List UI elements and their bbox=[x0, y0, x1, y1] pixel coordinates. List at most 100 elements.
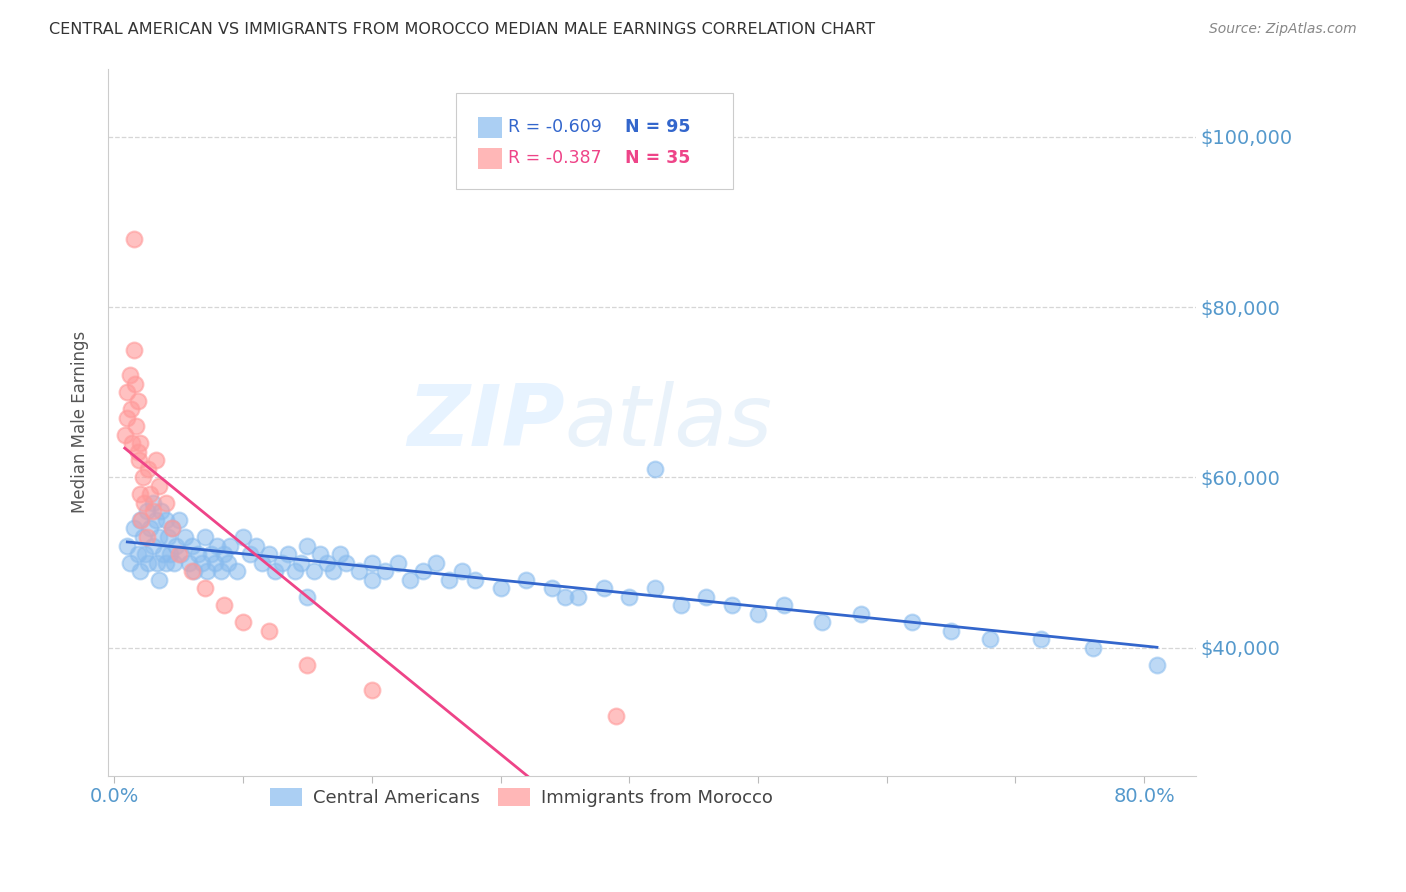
Immigrants from Morocco bbox=[360, 683, 382, 698]
Central Americans bbox=[118, 556, 141, 570]
Central Americans bbox=[142, 496, 165, 510]
Immigrants from Morocco bbox=[120, 402, 142, 417]
Central Americans bbox=[195, 564, 218, 578]
Central Americans bbox=[183, 564, 205, 578]
Legend: Central Americans, Immigrants from Morocco: Central Americans, Immigrants from Moroc… bbox=[260, 779, 782, 816]
Central Americans bbox=[554, 590, 576, 604]
Immigrants from Morocco bbox=[131, 513, 153, 527]
Immigrants from Morocco bbox=[121, 436, 143, 450]
Central Americans bbox=[979, 632, 1001, 647]
Text: CENTRAL AMERICAN VS IMMIGRANTS FROM MOROCCO MEDIAN MALE EARNINGS CORRELATION CHA: CENTRAL AMERICAN VS IMMIGRANTS FROM MORO… bbox=[49, 22, 876, 37]
Text: R = -0.387: R = -0.387 bbox=[508, 149, 602, 168]
Immigrants from Morocco bbox=[148, 479, 170, 493]
Immigrants from Morocco bbox=[127, 393, 149, 408]
Central Americans bbox=[155, 513, 177, 527]
Immigrants from Morocco bbox=[212, 598, 235, 612]
Central Americans bbox=[145, 513, 167, 527]
Central Americans bbox=[148, 530, 170, 544]
Central Americans bbox=[644, 462, 666, 476]
Central Americans bbox=[148, 573, 170, 587]
Central Americans bbox=[464, 573, 486, 587]
Y-axis label: Median Male Earnings: Median Male Earnings bbox=[72, 331, 89, 513]
Central Americans bbox=[207, 539, 229, 553]
Central Americans bbox=[170, 547, 193, 561]
Central Americans bbox=[225, 564, 247, 578]
Central Americans bbox=[152, 547, 174, 561]
Immigrants from Morocco bbox=[155, 496, 177, 510]
Immigrants from Morocco bbox=[180, 564, 202, 578]
Central Americans bbox=[772, 598, 794, 612]
Central Americans bbox=[901, 615, 924, 630]
Central Americans bbox=[129, 564, 152, 578]
Central Americans bbox=[129, 513, 152, 527]
Central Americans bbox=[193, 530, 215, 544]
Immigrants from Morocco bbox=[118, 368, 141, 383]
Central Americans bbox=[157, 530, 180, 544]
Immigrants from Morocco bbox=[139, 487, 162, 501]
Central Americans bbox=[747, 607, 769, 621]
Immigrants from Morocco bbox=[297, 657, 319, 672]
Central Americans bbox=[399, 573, 422, 587]
Central Americans bbox=[451, 564, 474, 578]
Central Americans bbox=[245, 539, 267, 553]
Central Americans bbox=[567, 590, 589, 604]
Central Americans bbox=[162, 521, 184, 535]
Central Americans bbox=[644, 581, 666, 595]
Central Americans bbox=[297, 539, 319, 553]
Central Americans bbox=[191, 556, 214, 570]
Immigrants from Morocco bbox=[132, 470, 155, 484]
Central Americans bbox=[204, 556, 226, 570]
Central Americans bbox=[1081, 640, 1104, 655]
Immigrants from Morocco bbox=[129, 436, 152, 450]
Central Americans bbox=[174, 530, 197, 544]
Central Americans bbox=[374, 564, 396, 578]
Central Americans bbox=[849, 607, 872, 621]
Immigrants from Morocco bbox=[167, 547, 190, 561]
Text: Source: ZipAtlas.com: Source: ZipAtlas.com bbox=[1209, 22, 1357, 37]
Central Americans bbox=[315, 556, 337, 570]
Central Americans bbox=[232, 530, 254, 544]
Central Americans bbox=[329, 547, 352, 561]
Central Americans bbox=[167, 513, 190, 527]
Central Americans bbox=[515, 573, 537, 587]
Central Americans bbox=[155, 556, 177, 570]
Central Americans bbox=[297, 590, 319, 604]
Central Americans bbox=[360, 556, 382, 570]
Central Americans bbox=[347, 564, 370, 578]
Central Americans bbox=[309, 547, 332, 561]
Central Americans bbox=[322, 564, 344, 578]
Central Americans bbox=[217, 556, 239, 570]
Central Americans bbox=[149, 504, 172, 518]
Central Americans bbox=[264, 564, 287, 578]
Text: R = -0.609: R = -0.609 bbox=[508, 119, 602, 136]
FancyBboxPatch shape bbox=[456, 94, 734, 189]
Bar bbox=[478, 148, 502, 169]
Central Americans bbox=[669, 598, 692, 612]
Central Americans bbox=[489, 581, 512, 595]
Central Americans bbox=[146, 556, 169, 570]
Central Americans bbox=[159, 547, 181, 561]
Immigrants from Morocco bbox=[122, 232, 145, 246]
Central Americans bbox=[139, 521, 162, 535]
Immigrants from Morocco bbox=[145, 453, 167, 467]
Central Americans bbox=[127, 547, 149, 561]
Central Americans bbox=[695, 590, 717, 604]
Central Americans bbox=[619, 590, 641, 604]
Central Americans bbox=[180, 539, 202, 553]
Central Americans bbox=[252, 556, 274, 570]
Central Americans bbox=[132, 530, 155, 544]
Central Americans bbox=[277, 547, 299, 561]
Immigrants from Morocco bbox=[127, 445, 149, 459]
Central Americans bbox=[360, 573, 382, 587]
Central Americans bbox=[134, 547, 156, 561]
Immigrants from Morocco bbox=[129, 487, 152, 501]
Central Americans bbox=[721, 598, 744, 612]
Immigrants from Morocco bbox=[125, 419, 148, 434]
Immigrants from Morocco bbox=[605, 709, 627, 723]
Central Americans bbox=[200, 547, 222, 561]
Central Americans bbox=[387, 556, 409, 570]
Central Americans bbox=[335, 556, 357, 570]
Central Americans bbox=[425, 556, 447, 570]
Central Americans bbox=[162, 556, 184, 570]
Central Americans bbox=[290, 556, 312, 570]
